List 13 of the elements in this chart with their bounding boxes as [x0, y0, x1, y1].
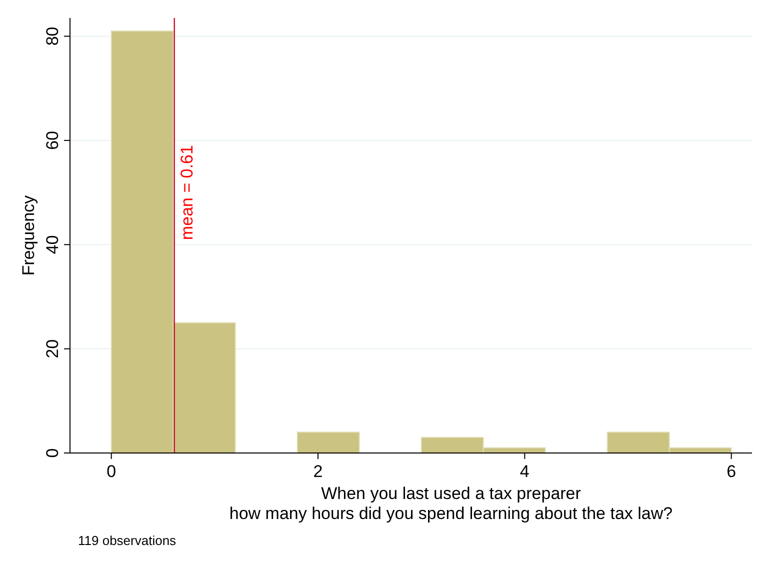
y-tick-label: 40 [43, 235, 62, 254]
x-tick-label: 2 [313, 462, 323, 481]
text: 119 observations [78, 533, 177, 548]
x-tick-label: 4 [520, 462, 530, 481]
x-tick-label: 6 [726, 462, 736, 481]
x-axis-title: When you last used a tax preparer how many hours did you spend learning about the tax law? [229, 484, 673, 523]
x-tick-label: 0 [106, 462, 116, 481]
ref-line-label: mean = 0.61 [177, 145, 196, 240]
y-tick-label: 80 [43, 26, 62, 46]
y-tick-label: 20 [43, 339, 62, 358]
y-tick-label: 60 [43, 130, 62, 150]
y-tick-label: 0 [43, 448, 62, 458]
y-axis-title: Frequency [19, 194, 38, 276]
